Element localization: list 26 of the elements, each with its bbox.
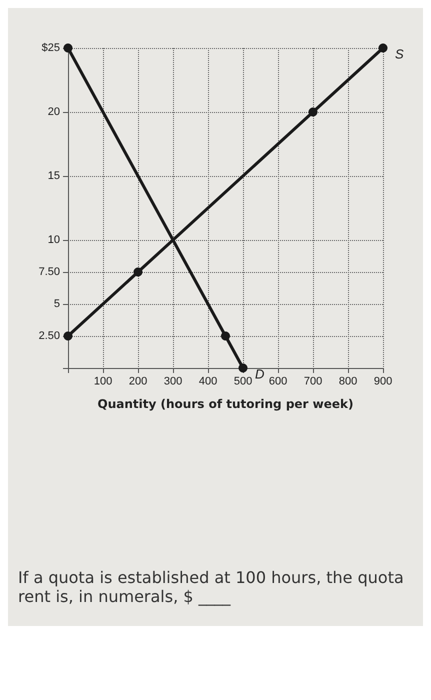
x-tick-label: 500 <box>234 376 252 388</box>
y-tick-label: 5 <box>54 298 60 310</box>
y-tick-label: 15 <box>48 170 60 182</box>
x-tick-label: 800 <box>338 376 358 388</box>
y-tick-label: 2.50 <box>38 330 60 342</box>
x-tick-label: 300 <box>164 376 182 388</box>
series-label: D <box>255 366 264 382</box>
point <box>221 332 230 340</box>
x-tick-label: 200 <box>128 376 148 388</box>
y-tick-label: $25 <box>42 42 60 54</box>
point <box>378 44 388 52</box>
y-tick-label: 10 <box>48 234 60 246</box>
text: If a quota is established at 100 hours, the quota rent is, in numerals, $ ____ <box>17 568 405 608</box>
x-tick-label: 400 <box>198 376 218 388</box>
x-tick-label: 900 <box>374 376 392 388</box>
x-axis-title: Quantity (hours of tutoring per week) <box>98 397 354 411</box>
y-tick-label: 7.50 <box>38 266 60 278</box>
point <box>134 268 142 276</box>
x-tick-label: 600 <box>268 376 288 388</box>
series-label: S <box>395 46 404 62</box>
x-tick-label: 100 <box>94 376 112 388</box>
point <box>308 108 318 116</box>
point <box>64 332 72 340</box>
point <box>238 364 248 372</box>
x-tick-label: 700 <box>304 376 322 388</box>
y-tick-label: 20 <box>48 106 60 118</box>
